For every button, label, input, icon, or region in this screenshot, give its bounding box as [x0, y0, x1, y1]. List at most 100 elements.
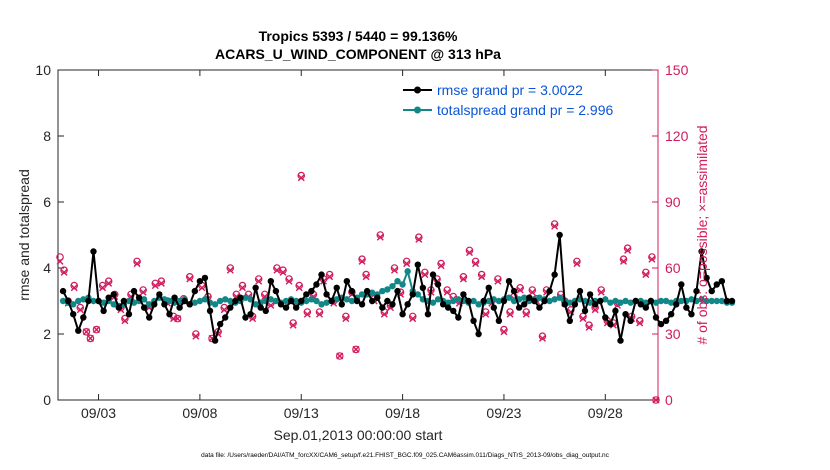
legend-rmse-label: rmse grand pr = 3.0022 — [437, 82, 583, 98]
totalspread-point — [242, 294, 249, 301]
totalspread-point — [282, 297, 290, 305]
obs-possible-point — [390, 264, 399, 272]
obs-assimilated-point — [403, 260, 411, 268]
rmse-point — [216, 320, 224, 328]
totalspread-point — [201, 296, 209, 303]
rmse-point — [455, 314, 462, 321]
totalspread-point — [698, 296, 705, 303]
obs-assimilated-point — [500, 328, 508, 336]
rmse-point — [419, 284, 427, 291]
obs-assimilated-point — [538, 334, 546, 342]
y-tick-label-right: 150 — [665, 62, 689, 78]
totalspread-point — [313, 297, 320, 305]
rmse-point — [556, 231, 563, 239]
rmse-point — [95, 297, 102, 305]
x-tick-label: 09/08 — [182, 405, 217, 421]
obs-assimilated-point — [352, 345, 360, 353]
rmse-point — [368, 297, 376, 305]
obs-assimilated-point — [516, 286, 524, 294]
rmse-point — [404, 301, 411, 308]
obs-assimilated-point — [494, 277, 502, 285]
rmse-point — [490, 304, 498, 311]
obs-assimilated-point — [297, 174, 305, 182]
obs-assimilated-point — [415, 235, 423, 243]
obs-assimilated-point — [326, 273, 334, 281]
obs-possible-point — [289, 319, 297, 327]
rmse-point — [718, 278, 726, 285]
obs-possible-point — [76, 303, 85, 312]
totalspread-point — [521, 294, 528, 301]
rmse-point — [257, 304, 264, 311]
obs-assimilated-point — [648, 255, 656, 263]
totalspread-point — [495, 297, 503, 305]
obs-possible-point — [335, 352, 344, 360]
obs-possible-point — [550, 220, 559, 228]
rmse-point — [105, 294, 112, 301]
y-tick-label-right: 30 — [665, 326, 681, 342]
rmse-point — [536, 304, 543, 311]
totalspread-point — [292, 297, 300, 305]
totalspread-point — [368, 289, 376, 296]
obs-assimilated-point — [579, 315, 587, 323]
rmse-point — [515, 304, 523, 311]
totalspread-point — [59, 297, 67, 305]
obs-possible-point — [408, 312, 417, 321]
obs-possible-point — [56, 253, 64, 261]
rmse-point — [282, 304, 290, 311]
totalspread-point — [343, 296, 351, 303]
obs-assimilated-point — [482, 310, 490, 318]
rmse-point — [130, 287, 138, 295]
rmse-point — [460, 291, 467, 298]
y-tick-label-right: 0 — [665, 392, 673, 408]
totalspread-point — [267, 296, 275, 303]
rmse-point — [125, 311, 133, 318]
y-tick-label-right: 60 — [665, 260, 681, 276]
totalspread-point — [708, 297, 715, 305]
obs-assimilated-point — [86, 334, 94, 342]
rmse-point — [333, 284, 340, 291]
obs-assimilated-point — [421, 271, 429, 279]
series-lines — [59, 231, 736, 344]
totalspread-point — [348, 297, 356, 305]
rmse-point — [495, 317, 503, 324]
rmse-point — [627, 317, 634, 324]
totalspread-point — [211, 301, 219, 308]
rmse-point — [247, 311, 254, 318]
rmse-point — [693, 287, 700, 295]
obs-possible-point — [415, 233, 423, 242]
obs-possible-point — [648, 253, 656, 261]
obs-possible-point — [226, 264, 235, 272]
totalspread-point — [622, 297, 629, 305]
obs-assimilated-point — [624, 246, 632, 254]
obs-assimilated-point — [289, 321, 297, 329]
rmse-point — [100, 307, 107, 315]
rmse-point — [678, 281, 685, 288]
x-tick-label: 09/23 — [486, 405, 521, 421]
rmse-point — [637, 301, 644, 308]
totalspread-point — [551, 296, 558, 303]
obs-possible-point — [295, 281, 304, 290]
rmse-point — [85, 297, 92, 305]
rmse-point — [206, 307, 214, 315]
rmse-point — [500, 297, 508, 305]
rmse-point — [673, 301, 680, 308]
obs-possible-point — [494, 275, 502, 283]
rmse-point — [541, 297, 548, 305]
obs-assimilated-point — [362, 273, 370, 281]
obs-assimilated-point — [70, 284, 78, 292]
obs-possible-point — [500, 325, 508, 334]
rmse-point — [470, 317, 477, 324]
obs-assimilated-point — [157, 279, 165, 287]
rmse-point — [546, 287, 553, 295]
rmse-point — [80, 314, 87, 321]
obs-assimilated-point — [597, 288, 605, 296]
totalspread-point — [227, 297, 234, 305]
totalspread-point — [379, 287, 386, 295]
totalspread-point — [90, 297, 97, 305]
obs-assimilated-point — [459, 275, 467, 283]
obs-possible-point — [285, 275, 293, 283]
x-tick-label: 09/28 — [588, 405, 623, 421]
obs-assimilated-point — [285, 277, 293, 285]
x-tick-label: 09/18 — [385, 405, 420, 421]
obs-possible-point — [86, 334, 95, 343]
